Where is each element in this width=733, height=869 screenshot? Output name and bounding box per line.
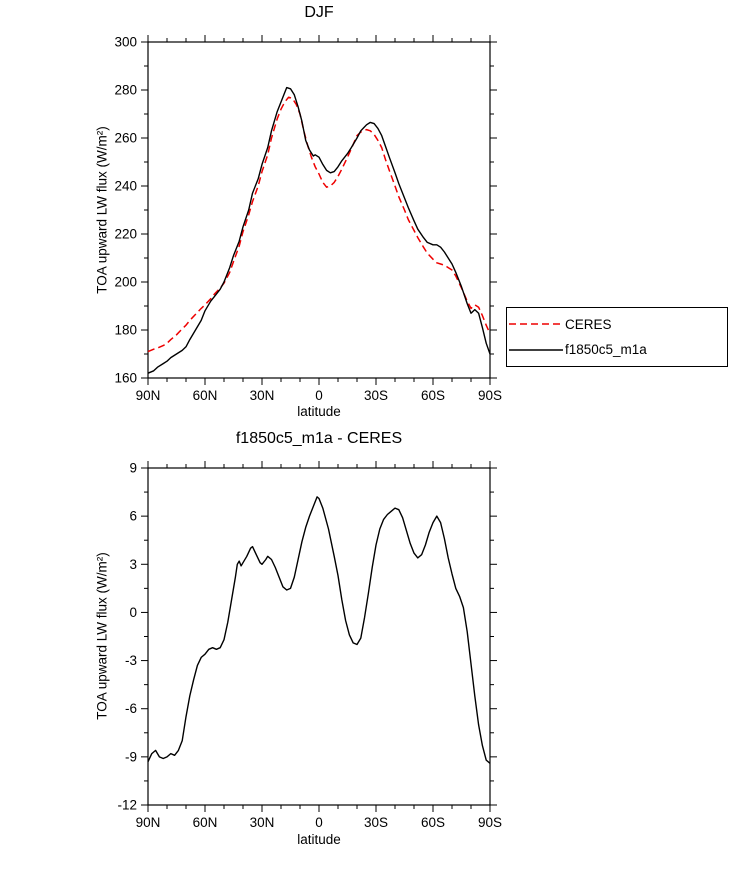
y-tick-label: 6 xyxy=(129,509,137,524)
y-tick-label: 200 xyxy=(114,275,137,290)
series-line-f1850c5-m1a-ceres xyxy=(147,496,491,764)
y-tick-label: -6 xyxy=(125,701,137,716)
y-tick-label: 220 xyxy=(114,227,137,242)
x-tick-label: 90N xyxy=(136,815,161,830)
top-chart-x-axis-label: latitude xyxy=(297,404,341,419)
x-tick-label: 60N xyxy=(193,388,218,403)
x-tick-label: 60S xyxy=(421,388,445,403)
y-tick-label: -3 xyxy=(125,653,137,668)
legend-sample-model-line xyxy=(509,348,563,351)
legend-entry-model: f1850c5_m1a xyxy=(509,341,727,359)
x-tick-label: 30N xyxy=(250,815,275,830)
y-tick-label: 3 xyxy=(129,557,137,572)
y-tick-label: 160 xyxy=(114,371,137,386)
y-tick-label: 180 xyxy=(114,323,137,338)
y-tick-label: 300 xyxy=(114,35,137,50)
legend-label-model: f1850c5_m1a xyxy=(565,342,647,358)
plot-frame xyxy=(147,41,491,379)
legend-label-ceres: CERES xyxy=(565,316,612,332)
legend-sample-ceres-line xyxy=(509,323,563,326)
bottom-chart-x-axis-label: latitude xyxy=(297,832,341,847)
top-chart-title: DJF xyxy=(304,4,334,21)
y-tick-label: 0 xyxy=(129,605,137,620)
x-tick-label: 0 xyxy=(315,815,323,830)
legend-entry-ceres: CERES xyxy=(509,315,727,333)
x-tick-label: 90S xyxy=(478,815,502,830)
x-tick-label: 60N xyxy=(193,815,218,830)
series-line-ceres xyxy=(147,96,491,353)
x-tick-label: 60S xyxy=(421,815,445,830)
y-tick-label: 9 xyxy=(129,461,137,476)
legend: CERES f1850c5_m1a xyxy=(506,307,728,367)
series-line-f1850c5-m1a xyxy=(147,86,491,374)
bottom-chart-title: f1850c5_m1a - CERES xyxy=(235,430,403,447)
y-tick-label: 260 xyxy=(114,131,137,146)
top-chart-y-axis-label: TOA upward LW flux (W/m²) xyxy=(94,126,110,294)
y-tick-label: -12 xyxy=(117,798,137,813)
x-tick-label: 90S xyxy=(478,388,502,403)
y-tick-label: 240 xyxy=(114,179,137,194)
x-tick-label: 30S xyxy=(364,815,388,830)
y-tick-label: -9 xyxy=(125,749,137,764)
x-tick-label: 0 xyxy=(315,388,323,403)
x-tick-label: 90N xyxy=(136,388,161,403)
bottom-chart-y-axis-label: TOA upward LW flux (W/m²) xyxy=(94,552,110,720)
y-tick-label: 280 xyxy=(114,83,137,98)
x-tick-label: 30N xyxy=(250,388,275,403)
x-tick-label: 30S xyxy=(364,388,388,403)
